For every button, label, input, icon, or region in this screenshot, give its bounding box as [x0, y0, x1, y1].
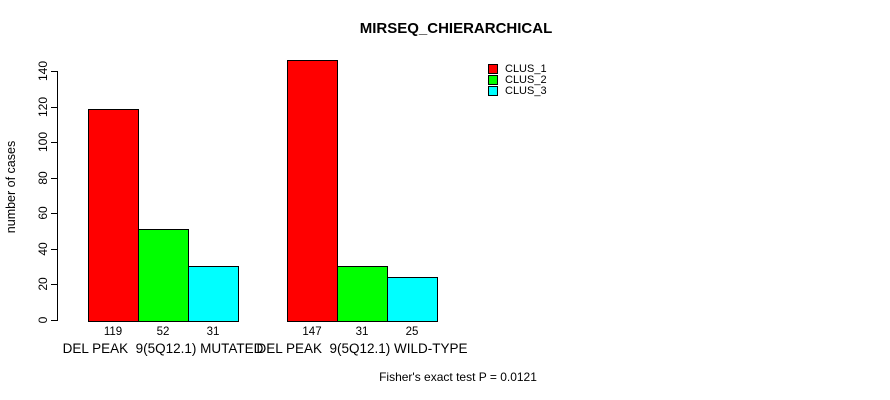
legend-label: CLUS_1 — [505, 63, 547, 75]
y-axis-tick — [51, 142, 58, 144]
y-axis-tick-label: 60 — [36, 206, 50, 220]
y-axis-tick — [51, 284, 58, 286]
y-axis-tick — [51, 320, 58, 321]
bar-value-label: 119 — [103, 326, 123, 338]
legend-item: CLUS_1 — [488, 64, 558, 75]
bar-value-label: 31 — [206, 326, 220, 338]
y-axis-tick — [51, 106, 58, 108]
legend-swatch-clus_1 — [488, 64, 498, 74]
y-axis-tick — [51, 213, 58, 215]
y-axis-tick-label: 100 — [36, 132, 50, 153]
y-axis-tick-label: 40 — [36, 242, 50, 256]
x-group-label: DEL PEAK 9(5Q12.1) MUTATED — [62, 341, 264, 356]
bar-clus_1-group2 — [287, 59, 338, 322]
y-axis-label: number of cases — [4, 140, 18, 234]
y-axis-tick — [51, 71, 58, 72]
legend-label: CLUS_3 — [505, 85, 547, 97]
y-axis-tick-label: 140 — [36, 60, 50, 82]
footer-stat-text: Fisher's exact test P = 0.0121 — [379, 370, 537, 384]
legend-label: CLUS_2 — [505, 74, 547, 86]
bar-value-label: 31 — [355, 326, 369, 338]
y-axis-line — [57, 71, 58, 321]
y-axis-tick — [51, 177, 58, 179]
legend-item: CLUS_3 — [488, 86, 558, 97]
legend-swatch-clus_3 — [488, 86, 498, 96]
bar-value-label: 25 — [405, 326, 419, 338]
bar-clus_2-group1 — [138, 228, 189, 322]
chart-title: MIRSEQ_CHIERARCHICAL — [359, 20, 553, 37]
y-axis-tick — [51, 248, 58, 250]
bar-clus_2-group2 — [337, 265, 388, 322]
bar-clus_3-group1 — [188, 265, 239, 322]
bar-clus_1-group1 — [88, 109, 139, 322]
y-axis-tick-label: 120 — [36, 96, 50, 117]
y-axis-tick-label: 0 — [36, 316, 50, 324]
y-axis-tick-label: 80 — [36, 171, 50, 185]
x-group-label: DEL PEAK 9(5Q12.1) WILD-TYPE — [256, 341, 468, 356]
legend-swatch-clus_2 — [488, 75, 498, 85]
bar-value-label: 147 — [302, 326, 322, 338]
bar-clus_3-group2 — [387, 276, 438, 322]
y-axis-tick-label: 20 — [36, 277, 50, 292]
bar-value-label: 52 — [156, 326, 170, 338]
legend-item: CLUS_2 — [488, 75, 558, 86]
